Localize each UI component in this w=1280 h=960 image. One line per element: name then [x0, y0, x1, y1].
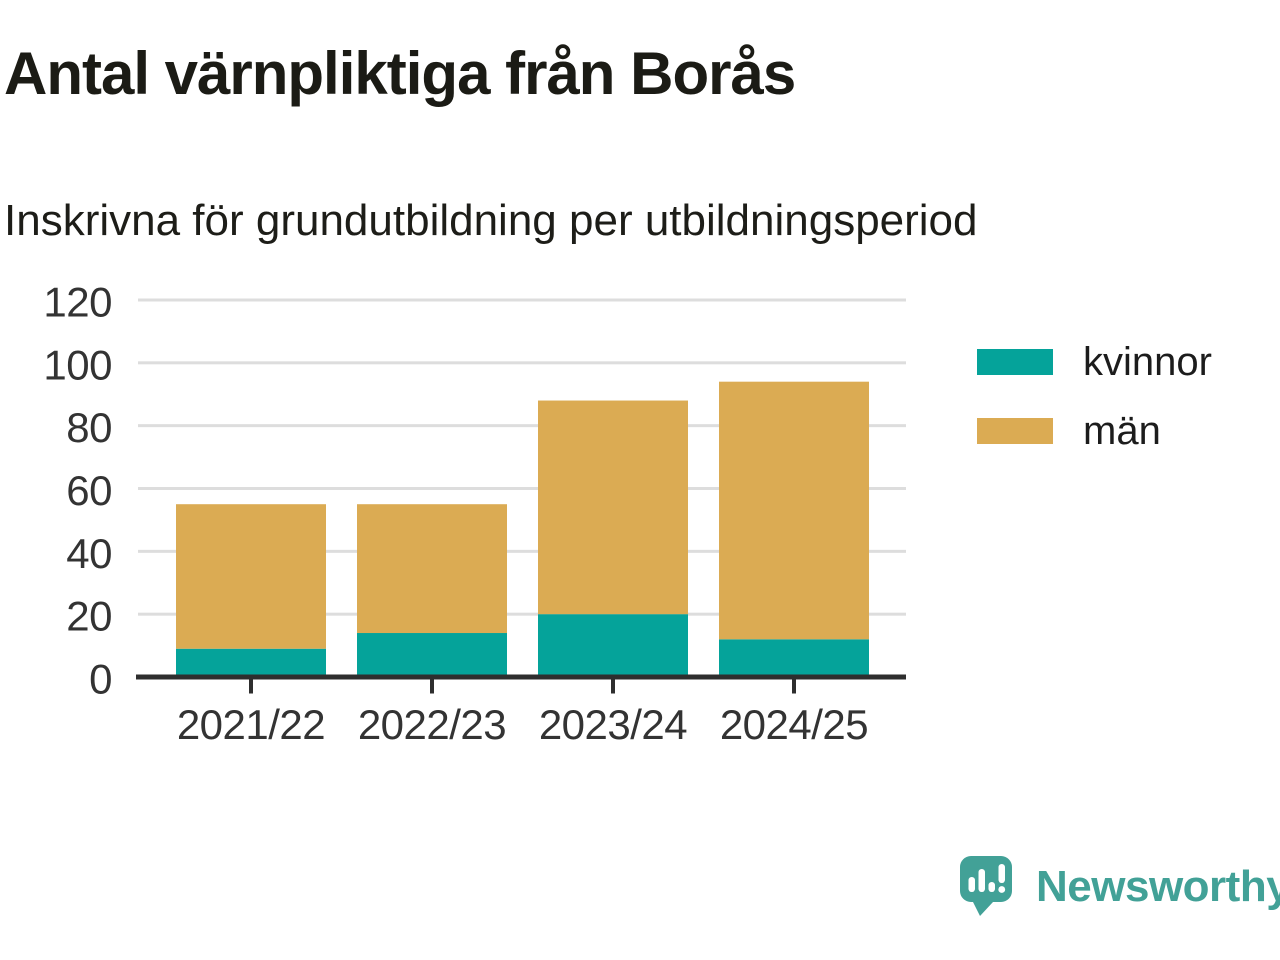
stacked-bar-chart: 0 20 40 60 80 100 120 2021/22 2022/23 2023/24 2024…	[43, 280, 906, 748]
logo-exclamation-bar	[998, 864, 1005, 883]
bar-segment-män-2023/24	[538, 400, 688, 615]
legend-item-kvinnor: kvinnor	[977, 342, 1212, 382]
legend-item-man: män	[977, 411, 1212, 451]
y-tick-label-120: 120	[43, 280, 112, 326]
logo-bar-1	[968, 877, 975, 892]
x-tick-label-2021/22: 2021/22	[177, 701, 325, 748]
x-tick-2024/25	[792, 679, 796, 694]
x-axis-line	[136, 674, 906, 680]
x-tick-label-2022/23: 2022/23	[358, 701, 506, 748]
page-title: Antal värnpliktiga från Borås	[4, 40, 796, 107]
bar-segment-män-2021/22	[176, 504, 326, 649]
gridline-y-120	[138, 298, 906, 302]
brand-footer: Newsworthy	[960, 856, 1280, 918]
x-tick-2021/22	[249, 679, 253, 694]
logo-exclamation-dot	[998, 886, 1006, 893]
bar-segment-män-2024/25	[719, 381, 869, 640]
x-tick-label-2024/25: 2024/25	[720, 701, 868, 748]
gridline-y-60	[138, 487, 906, 490]
bar-segment-kvinnor-2023/24	[538, 614, 688, 677]
bar-segment-män-2022/23	[357, 504, 507, 634]
gridline-y-40	[138, 549, 906, 553]
x-tick-2022/23	[430, 679, 434, 694]
page-subtitle: Inskrivna för grundutbildning per utbild…	[4, 196, 978, 245]
y-tick-label-60: 60	[66, 467, 112, 514]
legend-swatch-kvinnor	[977, 349, 1053, 375]
bar-segment-kvinnor-2021/22	[176, 648, 326, 677]
y-tick-label-80: 80	[66, 404, 112, 451]
y-tick-label-40: 40	[66, 530, 112, 577]
brand-name: Newsworthy	[1036, 862, 1280, 911]
legend-label-man: män	[1083, 409, 1161, 453]
newsworthy-logo-icon	[960, 856, 1012, 916]
chart-legend: kvinnor män	[977, 342, 1212, 480]
logo-bar-2	[978, 869, 985, 892]
bar-segment-kvinnor-2022/23	[357, 633, 507, 677]
logo-bar-3	[988, 882, 995, 892]
y-tick-label-100: 100	[43, 341, 112, 388]
gridline-y-80	[138, 424, 906, 428]
gridline-y-20	[138, 612, 906, 616]
y-tick-label-0: 0	[89, 656, 112, 703]
y-tick-label-20: 20	[66, 593, 112, 640]
bar-segment-kvinnor-2024/25	[719, 639, 869, 677]
legend-label-kvinnor: kvinnor	[1083, 340, 1212, 384]
speech-bubble-shape	[960, 856, 1012, 916]
x-tick-2023/24	[611, 679, 615, 694]
gridline-y-100	[138, 361, 906, 365]
x-tick-label-2023/24: 2023/24	[539, 701, 687, 748]
legend-swatch-man	[977, 418, 1053, 444]
